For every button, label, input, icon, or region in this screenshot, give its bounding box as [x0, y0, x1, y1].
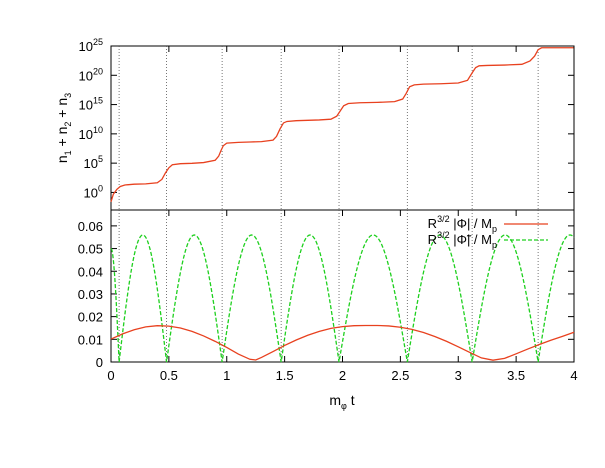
bottom-panel-vlines: [118, 210, 539, 362]
legend-entry-red: R3/2 |Φ| / Mp: [428, 214, 497, 234]
top-y-tick-label-5: 1025: [79, 37, 103, 54]
x-tick-label-0: 0: [107, 368, 114, 383]
bottom-y-tick-label-2: 0.02: [78, 310, 103, 325]
top-y-tick-label-1: 105: [84, 154, 103, 171]
bottom-y-tick-label-6: 0.06: [78, 219, 103, 234]
top-y-axis-label: n1 + n2 + n3: [54, 93, 73, 163]
top-plot-frame: [110, 45, 575, 211]
x-tick-label-2: 1: [223, 368, 230, 383]
legend: R3/2 |Φ| / Mp R3/2 |Φ̃| / Mp: [428, 214, 548, 250]
x-tick-label-3: 1.5: [276, 368, 294, 383]
legend-entry-green: R3/2 |Φ̃| / Mp: [428, 230, 497, 250]
x-tick-label-5: 2.5: [391, 368, 409, 383]
top-panel-vlines: [118, 46, 539, 210]
bottom-y-tick-label-3: 0.03: [78, 287, 103, 302]
bottom-y-tick-label-4: 0.04: [78, 264, 103, 279]
top-y-tick-label-3: 1015: [79, 96, 103, 113]
top-y-ticks: 100 105 1010 1015 1020 1025: [79, 37, 574, 200]
top-series-line: [110, 47, 574, 202]
top-y-tick-label-4: 1020: [79, 66, 103, 83]
bottom-y-tick-label-0: 0: [96, 355, 103, 370]
x-tick-label-8: 4: [570, 368, 577, 383]
top-y-tick-label-2: 1010: [79, 125, 103, 142]
x-tick-label-1: 0.5: [160, 368, 178, 383]
x-axis-label: mφ t: [329, 392, 354, 411]
bottom-panel: 0 0.01 0.02 0.03 0.04 0.05 0.06 0 0.5 1 1.5 2 2.5 3 3…: [78, 46, 578, 411]
top-y-tick-label-0: 100: [84, 183, 103, 200]
bottom-y-tick-label-5: 0.05: [78, 242, 103, 257]
red-solid-series-line: [110, 324, 575, 361]
green-dashed-series-line: [110, 234, 575, 363]
bottom-y-tick-label-1: 0.01: [78, 332, 103, 347]
top-panel: 100 105 1010 1015 1020 1025 n1 + n2 + n3: [54, 37, 575, 211]
bottom-y-ticks: 0 0.01 0.02 0.03 0.04 0.05 0.06: [78, 219, 574, 370]
bottom-x-ticks: 0 0.5 1 1.5 2 2.5 3 3.5 4: [107, 46, 578, 383]
x-tick-label-6: 3: [455, 368, 462, 383]
x-tick-label-4: 2: [339, 368, 346, 383]
x-tick-label-7: 3.5: [507, 368, 525, 383]
